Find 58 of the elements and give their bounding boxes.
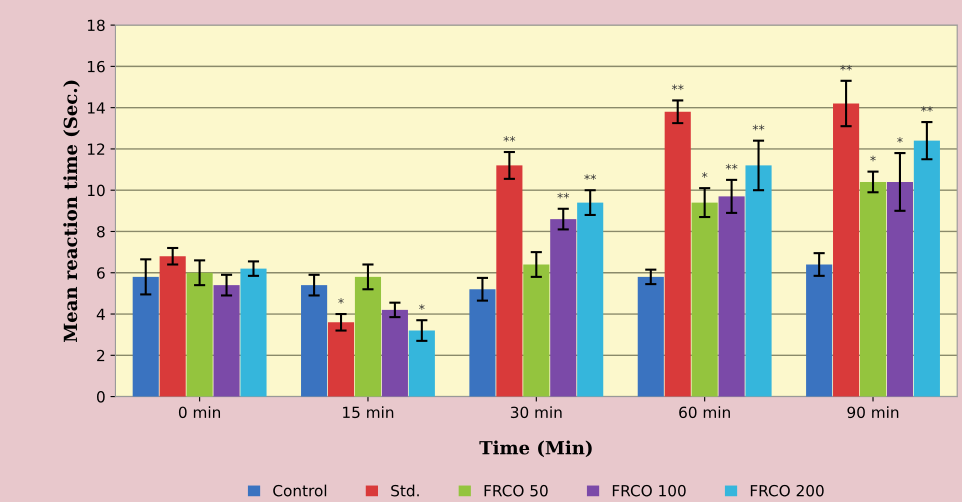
bar <box>664 112 691 397</box>
bar <box>132 276 159 397</box>
data-label: * <box>338 298 344 304</box>
y-tick-label: 8 <box>97 226 105 238</box>
legend-label: Std. <box>391 484 419 496</box>
bar <box>328 322 354 397</box>
y-tick-label: 2 <box>97 350 104 362</box>
bar <box>496 165 522 397</box>
bar <box>523 264 550 397</box>
bar <box>550 219 576 397</box>
x-tick-label: 15 min <box>343 406 394 418</box>
bar <box>186 272 213 397</box>
bar <box>577 202 604 397</box>
bar <box>914 140 940 397</box>
legend-label: FRCO 100 <box>612 484 686 496</box>
x-tick-label: 60 min <box>679 406 730 418</box>
y-tick-label: 14 <box>88 102 105 114</box>
legend-label: FRCO 50 <box>484 484 548 496</box>
y-tick-label: 18 <box>88 20 105 32</box>
bar <box>382 310 408 397</box>
bar <box>692 202 718 397</box>
legend-label: FRCO 200 <box>750 484 824 496</box>
data-label: ** <box>726 164 738 170</box>
data-label: ** <box>672 84 684 90</box>
bar <box>718 196 745 397</box>
bar <box>860 182 886 397</box>
data-label: * <box>419 304 425 310</box>
y-tick-label: 16 <box>88 60 105 72</box>
bar <box>806 264 832 397</box>
data-label: * <box>702 172 708 178</box>
bar <box>301 285 328 397</box>
y-tick-label: 12 <box>88 143 104 155</box>
legend-label: Control <box>273 484 326 496</box>
bar <box>886 182 914 397</box>
data-label: ** <box>557 192 570 198</box>
x-tick-label: 30 min <box>510 406 562 418</box>
x-tick-label: 0 min <box>178 406 220 418</box>
bar <box>213 285 240 397</box>
bar <box>240 268 267 397</box>
data-label: * <box>870 156 876 162</box>
bar <box>745 165 772 397</box>
y-tick-label: 0 <box>97 391 105 403</box>
bar <box>638 276 664 397</box>
data-label: ** <box>584 174 596 180</box>
data-label: ** <box>504 136 516 142</box>
bar <box>833 104 860 397</box>
data-label: * <box>897 137 903 143</box>
y-axis-title: Mean reaction time (Sec.) <box>63 80 80 342</box>
y-tick-label: 10 <box>88 184 105 196</box>
bar <box>408 330 435 397</box>
x-axis-title: Time (Min) <box>479 440 592 458</box>
bar <box>354 276 382 397</box>
y-tick-label: 6 <box>97 267 105 279</box>
y-tick-label: 4 <box>96 308 105 320</box>
x-tick-label: 90 min <box>847 406 898 418</box>
bar <box>160 256 186 397</box>
bar <box>469 289 496 397</box>
data-label: ** <box>752 124 764 130</box>
